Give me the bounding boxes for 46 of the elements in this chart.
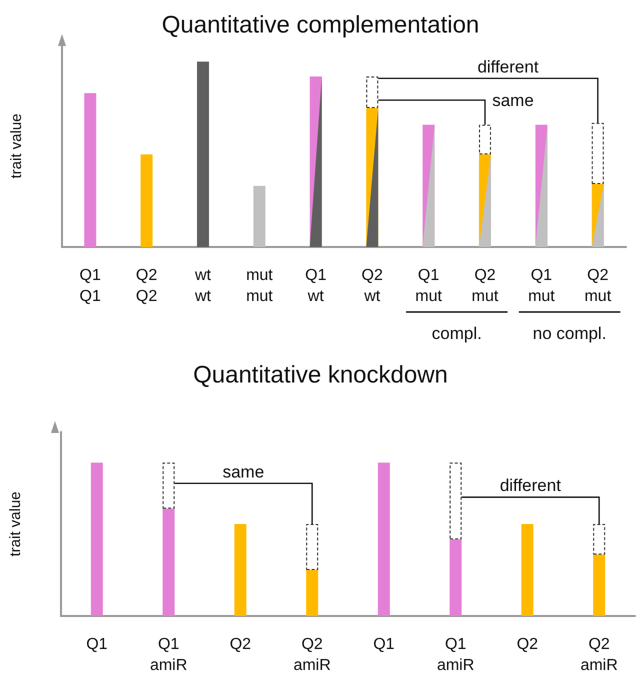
annotation: different — [477, 57, 539, 76]
bar — [162, 508, 175, 616]
annotation: same — [492, 91, 534, 110]
bar — [450, 539, 462, 616]
bar — [306, 524, 318, 570]
y-axis-title: trait value — [7, 491, 24, 557]
x-tick-label: Q2 Q2 — [136, 267, 158, 305]
text: no compl. — [532, 324, 606, 343]
x-tick-label: mut mut — [246, 267, 274, 305]
x-tick-label: Q2 wt — [362, 267, 383, 305]
bar — [593, 524, 606, 555]
bar — [253, 186, 266, 247]
x-tick-label: Q1 amiR — [436, 636, 474, 674]
x-tick-label: Q1 wt — [305, 267, 327, 305]
bar — [378, 462, 390, 616]
chart-title: Quantitative complementation — [162, 12, 480, 38]
x-tick-label: Q2 amiR — [293, 636, 331, 674]
annotation: different — [500, 476, 562, 496]
bar — [162, 462, 175, 509]
bar — [366, 76, 378, 108]
bar — [593, 554, 606, 616]
bar — [90, 462, 103, 616]
x-tick-label: Q1 — [373, 636, 395, 653]
chart-title: Quantitative knockdown — [193, 362, 448, 388]
x-tick-label: Q1 amiR — [150, 636, 188, 674]
annotation: same — [222, 462, 264, 482]
x-tick-label: Q1 mut — [528, 267, 556, 305]
bar — [140, 154, 153, 247]
bar — [197, 62, 209, 247]
x-tick-label: Q2 mut — [472, 267, 499, 305]
x-tick-label: Q2 — [516, 636, 538, 653]
x-tick-label: Q1 — [86, 636, 108, 653]
bar — [521, 524, 534, 616]
bar — [306, 570, 318, 616]
x-tick-label: wt wt — [194, 267, 212, 305]
x-tick-label: Q1 Q1 — [80, 267, 101, 305]
bar — [479, 124, 491, 154]
text: compl. — [432, 324, 482, 343]
x-tick-label: Q2 — [230, 636, 252, 653]
x-tick-label: Q2 mut — [584, 267, 612, 305]
bar — [84, 93, 96, 247]
x-tick-label: Q1 mut — [415, 267, 442, 305]
bar — [234, 524, 246, 616]
y-axis-title: trait value — [8, 113, 25, 179]
bar — [450, 462, 462, 540]
x-tick-label: Q2 amiR — [580, 636, 618, 674]
